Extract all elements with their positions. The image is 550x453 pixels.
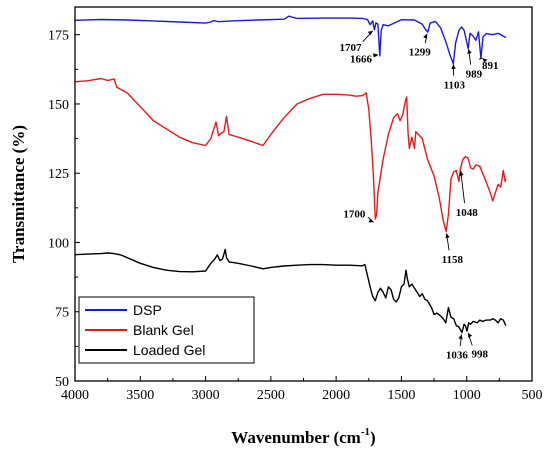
legend-label: Loaded Gel [133, 342, 205, 358]
series-line-dsp [74, 15, 507, 65]
y-tick-label: 150 [48, 98, 69, 113]
y-tick-label: 50 [55, 375, 69, 390]
x-tick-label: 2000 [322, 388, 350, 403]
x-axis-title-sup: -1 [361, 426, 370, 438]
peak-arrowhead [458, 334, 463, 340]
peak-arrowhead [467, 332, 473, 338]
peak-label: 1666 [350, 53, 373, 65]
x-tick-label: 1000 [453, 388, 481, 403]
x-axis-title-main: Wavenumber (cm [231, 428, 361, 447]
peak-label: 1700 [343, 208, 366, 220]
peak-label: 1036 [446, 350, 469, 362]
plot-area [74, 15, 507, 334]
peak-arrowhead [467, 49, 472, 54]
y-tick-label: 75 [55, 306, 69, 321]
peak-arrowhead [423, 33, 428, 39]
series-line-loaded-gel [74, 248, 507, 334]
legend: DSP Blank Gel Loaded Gel [78, 296, 255, 364]
x-tick-label: 2500 [257, 388, 285, 403]
peak-arrow [478, 57, 483, 60]
y-axis-title: Transmittance (%) [9, 125, 28, 263]
peak-arrowhead [445, 233, 450, 239]
peak-label: 1048 [456, 207, 479, 219]
peak-label: 998 [472, 348, 489, 360]
peak-arrowhead [367, 30, 373, 36]
legend-label: DSP [133, 302, 162, 318]
peak-label: 1103 [444, 80, 466, 92]
x-tick-label: 500 [522, 388, 543, 403]
x-tick-label: 3000 [192, 388, 220, 403]
y-axis: 50 75 100 125 150 175 [48, 29, 80, 390]
peak-arrowhead [482, 58, 488, 63]
peak-label: 891 [482, 60, 499, 72]
series-line-blank-gel [74, 77, 507, 233]
x-axis-title-tail: ) [370, 428, 376, 447]
y-tick-label: 125 [48, 167, 69, 182]
peak-label: 1299 [409, 46, 432, 58]
peak-arrowhead [451, 64, 456, 70]
peak-arrowhead [459, 171, 464, 176]
peak-arrow [375, 54, 379, 57]
peak-label: 1158 [442, 254, 464, 266]
x-axis: 4000 3500 3000 2500 2000 1500 1000 500 [61, 376, 543, 403]
peak-label: 989 [466, 68, 483, 80]
x-tick-label: 4000 [61, 388, 89, 403]
legend-label: Blank Gel [133, 322, 194, 338]
x-tick-label: 1500 [387, 388, 415, 403]
peak-arrowhead [372, 53, 378, 58]
peak-label: 1707 [340, 42, 363, 54]
y-tick-label: 100 [48, 236, 69, 251]
peak-arrow [460, 170, 465, 204]
y-tick-label: 175 [48, 29, 69, 44]
peak-arrowhead [368, 218, 374, 223]
x-axis-title: Wavenumber (cm-1) [231, 426, 375, 447]
x-tick-label: 3500 [126, 388, 154, 403]
